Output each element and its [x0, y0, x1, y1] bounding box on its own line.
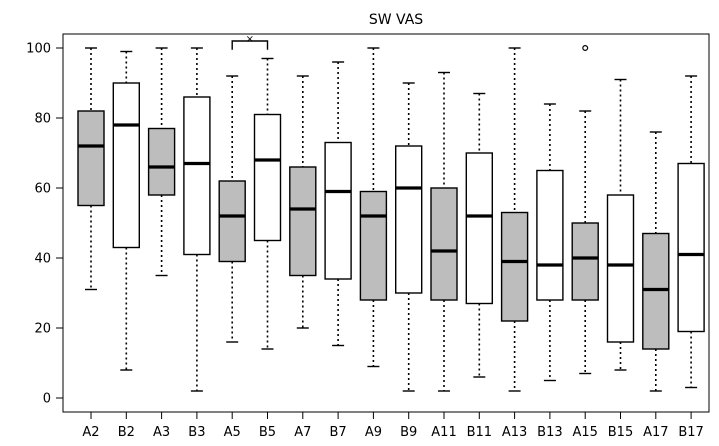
x-tick-label: A15	[572, 425, 597, 440]
y-tick-label: 0	[43, 392, 51, 407]
x-tick-label: B3	[188, 425, 205, 440]
x-tick-label: B5	[259, 425, 276, 440]
significance-mark: ×	[246, 34, 254, 45]
box-body	[500, 211, 529, 322]
x-tick-label: B17	[678, 425, 703, 440]
x-tick-label: B11	[467, 425, 492, 440]
x-tick-label: B7	[329, 425, 346, 440]
y-tick-label: 20	[34, 322, 51, 337]
box-A7	[289, 75, 317, 329]
x-tick-label: A13	[502, 425, 527, 440]
boxplot-series	[77, 44, 705, 392]
box-body	[253, 113, 282, 242]
x-tick-label: A5	[224, 425, 241, 440]
box-body	[677, 162, 705, 333]
x-tick-label: B13	[537, 425, 562, 440]
box-A15	[571, 44, 599, 375]
outlier-point	[582, 44, 589, 51]
box-body	[465, 152, 493, 305]
chart-title: SW VAS	[369, 12, 423, 28]
box-B17	[677, 75, 705, 389]
y-axis: 0 20 40 60 80 100	[26, 42, 63, 407]
x-axis: A2 B2 A3 B3 A5 B5 A7 B7 A9 B9 A11 B11 A13 B13 A15 B15 A1…	[82, 412, 704, 440]
box-body	[183, 96, 211, 256]
box-A11	[430, 71, 458, 392]
box-B9	[395, 82, 423, 392]
x-tick-label: A9	[365, 425, 382, 440]
box-A3	[147, 47, 176, 277]
x-tick-label: A2	[82, 425, 99, 440]
box-B3	[183, 47, 211, 392]
box-B5	[253, 57, 282, 350]
box-A9	[359, 47, 388, 368]
box-body	[430, 187, 458, 301]
significance-bracket	[231, 40, 269, 50]
box-body	[359, 190, 388, 301]
x-tick-label: B2	[118, 425, 135, 440]
box-body	[218, 180, 246, 263]
plot-frame	[62, 33, 710, 413]
box-A17	[642, 131, 670, 392]
x-tick-label: A3	[153, 425, 170, 440]
box-body	[571, 222, 599, 301]
box-A13	[500, 47, 529, 392]
x-tick-label: A17	[643, 425, 668, 440]
box-B13	[536, 103, 564, 382]
box-A5	[218, 75, 246, 343]
box-A2	[77, 47, 105, 291]
x-tick-label: A11	[431, 425, 456, 440]
box-body	[324, 141, 352, 280]
box-B2	[112, 50, 141, 371]
box-B11	[465, 92, 493, 378]
box-body	[395, 145, 423, 294]
box-body	[642, 232, 670, 350]
box-body	[606, 194, 635, 343]
y-tick-label: 100	[26, 42, 51, 57]
y-tick-label: 80	[34, 112, 51, 127]
box-body	[77, 110, 105, 207]
x-tick-label: A7	[294, 425, 311, 440]
box-body	[112, 82, 141, 249]
y-tick-label: 60	[34, 182, 51, 197]
box-B7	[324, 61, 352, 347]
box-body	[536, 169, 564, 301]
box-body	[147, 127, 176, 196]
box-body	[289, 166, 317, 277]
x-tick-label: B15	[608, 425, 633, 440]
box-B15	[606, 78, 635, 371]
x-tick-label: B9	[400, 425, 417, 440]
annotations: ×	[231, 34, 269, 50]
y-tick-label: 40	[34, 252, 51, 267]
